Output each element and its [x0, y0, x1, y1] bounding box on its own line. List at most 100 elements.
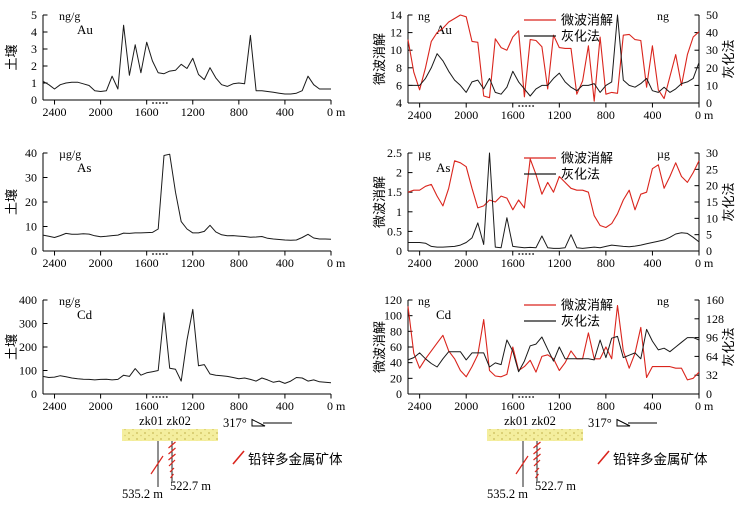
x-tick-label: 1200	[547, 399, 571, 413]
y-tick-label: 4	[396, 96, 402, 110]
y-axis-title-right: 灰化法	[721, 182, 736, 221]
y-tick-label: 1.5	[387, 185, 402, 199]
ore-intercept-hatches	[150, 441, 176, 479]
element-label: Cd	[77, 307, 93, 322]
y-axis-title: 土壤	[4, 189, 19, 215]
y-tick-label-right: 0	[706, 244, 712, 258]
ore-body-legend: 铅锌多金属矿体	[597, 450, 708, 467]
x-tick-label: 400	[276, 105, 294, 119]
y-tick-label: 200	[19, 340, 37, 354]
profile-azimuth-label: 317°	[588, 416, 612, 430]
y-tick-label: 1	[396, 205, 402, 219]
y-tick-label: 120	[384, 293, 402, 307]
drillhole-position-dots	[532, 396, 535, 398]
drillhole-position-dots	[528, 105, 531, 107]
y-tick-label-right: 20	[706, 179, 718, 193]
series-土壤	[42, 153, 332, 241]
y-tick-label-right: 32	[706, 368, 718, 382]
y-tick-label: 30	[25, 171, 37, 185]
drill-profile-annotation-left: zk01 zk02 535.2 m 522.7 m 317°	[95, 413, 355, 506]
y-tick-label: 2	[396, 166, 402, 180]
y-tick-label-right: 96	[706, 331, 718, 345]
ore-body-legend-label: 铅锌多金属矿体	[248, 451, 343, 467]
soil-cd-svg: 0 100 200 300 400 2400 2000 1600 1200 800 400 0 m ng…	[4, 293, 346, 413]
soil-au-svg: 0 1 2 3 4 5 2400 2000 1600 1200 800 400 0 m ng/gAu 土壤	[4, 8, 346, 119]
axes	[407, 152, 700, 256]
axes	[42, 14, 332, 105]
unit-label: ng/g	[59, 9, 80, 23]
x-tick-label: 2400	[43, 399, 67, 413]
x-tick-label: 1200	[181, 399, 205, 413]
x-tick-label: 2400	[408, 108, 432, 122]
ore-body-legend-label: 铅锌多金属矿体	[613, 451, 708, 467]
y-tick-label: 60	[390, 340, 402, 354]
x-tick-label: 1200	[181, 105, 205, 119]
drillhole-position-dots	[521, 253, 524, 255]
drillhole-position-dots	[525, 396, 528, 398]
y-axis-title-left: 微波消解	[372, 33, 387, 85]
x-tick-label: 0 m	[327, 399, 346, 413]
y-tick-label-right: 30	[706, 146, 718, 160]
ground-surface-bar	[487, 429, 583, 441]
x-tick-label: 2400	[43, 256, 67, 270]
drillhole-position-dots	[521, 396, 524, 398]
drillhole-labels: zk01 zk02	[504, 414, 556, 428]
x-tick-label: 2400	[408, 256, 432, 270]
x-tick-label: 400	[643, 108, 661, 122]
y-tick-label: 10	[390, 43, 402, 57]
unit-left-label: ng	[418, 9, 430, 23]
compare-au-svg: 4 6 8 10 12 14 0 10 20 30 40 50 2400 2000 1600 1200 800 4…	[372, 8, 736, 122]
unit-right-label: ng	[657, 294, 669, 308]
drillhole-position-dots	[518, 396, 521, 398]
x-tick-label: 2000	[89, 256, 113, 270]
drillhole-position-dots	[162, 102, 165, 104]
element-label: Cd	[436, 307, 452, 322]
x-tick-label: 2000	[454, 399, 478, 413]
y-tick-label-right: 20	[706, 61, 718, 75]
chart-au-digestion-comparison: 4 6 8 10 12 14 0 10 20 30 40 50 2400 2000 1600 1200 800 4…	[372, 0, 745, 133]
chart-soil-au: 0 1 2 3 4 5 2400 2000 1600 1200 800 400 0 m ng/g Au 土壤	[0, 0, 372, 133]
x-tick-label: 2000	[89, 399, 113, 413]
profile-azimuth-label: 317°	[223, 416, 247, 430]
legend-label: 微波消解	[561, 151, 613, 166]
x-tick-label: 0 m	[327, 105, 346, 119]
y-axis-title-right: 灰化法	[721, 39, 736, 78]
x-tick-label: 800	[230, 105, 248, 119]
y-tick-label: 80	[390, 324, 402, 338]
y-tick-label: 2	[31, 59, 37, 73]
axes	[407, 299, 700, 399]
y-tick-label-right: 10	[706, 78, 718, 92]
x-tick-label: 1600	[135, 399, 159, 413]
drillhole-position-dots	[155, 253, 158, 255]
y-tick-label: 20	[390, 371, 402, 385]
drillhole-position-dots	[525, 253, 528, 255]
y-tick-label-right: 50	[706, 8, 718, 22]
chart-soil-cd: 0 100 200 300 400 2400 2000 1600 1200 800 400 0 m ng…	[0, 284, 372, 414]
y-axis-title-left: 微波消解	[372, 321, 387, 373]
y-tick-label: 0	[396, 244, 402, 258]
y-tick-label: 400	[19, 293, 37, 307]
legend-label: 微波消解	[561, 13, 613, 28]
x-tick-label: 2400	[43, 105, 67, 119]
y-tick-label-right: 128	[706, 312, 724, 326]
x-tick-label: 800	[230, 256, 248, 270]
x-tick-label: 800	[597, 256, 615, 270]
x-tick-label: 2000	[89, 105, 113, 119]
drillhole-position-dots	[528, 396, 531, 398]
y-tick-label: 100	[19, 364, 37, 378]
element-label: Au	[77, 22, 93, 37]
series-微波消解	[407, 14, 700, 102]
y-tick-label-right: 40	[706, 26, 718, 40]
element-label: As	[77, 160, 91, 175]
compare-as-svg: 0 0.5 1 1.5 2 2.5 0 5 10 15 20 25 30 2400 2000 1600 1200…	[372, 146, 736, 270]
y-tick-label: 100	[384, 309, 402, 323]
drillhole-position-dots	[152, 102, 154, 104]
x-tick-label: 2000	[454, 256, 478, 270]
y-tick-label: 300	[19, 317, 37, 331]
drillhole-position-dots	[162, 253, 165, 255]
y-tick-label-right: 0	[706, 387, 712, 401]
drillhole-position-dots	[518, 105, 521, 107]
series-微波消解	[407, 158, 700, 229]
unit-label: µg/g	[59, 147, 81, 161]
series-土壤	[42, 308, 332, 384]
